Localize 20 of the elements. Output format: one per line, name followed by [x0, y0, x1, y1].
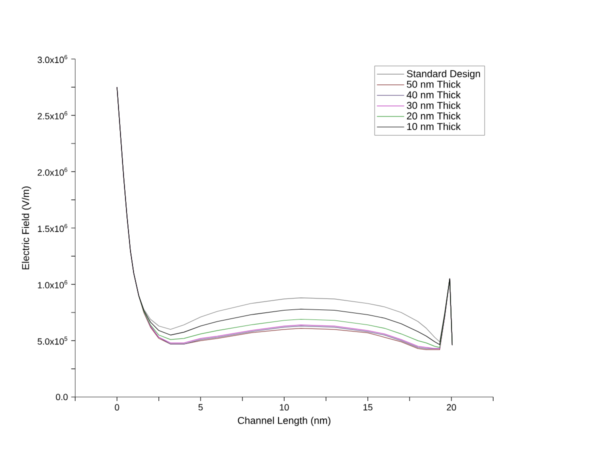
y-tick-label: 3.0x10$^{6}$ — [38, 54, 68, 64]
x-tick-label: 15 — [364, 404, 372, 410]
y-axis-title: Electric Field (V/m) — [22, 186, 32, 270]
legend-label: 50 nm Thick — [406, 80, 461, 88]
y-tick-label: 1.0x10$^{6}$ — [38, 280, 68, 288]
legend-label: 10 nm Thick — [407, 122, 461, 130]
legend-label: 30 nm Thick — [406, 102, 461, 109]
y-tick-label: 2.5x10$^{6}$ — [38, 111, 68, 120]
x-axis-title: Channel Length (nm) — [238, 416, 330, 426]
legend-label: 40 nm Thick — [406, 91, 461, 98]
x-tick-label: 5 — [198, 404, 203, 410]
legend-label: Standard Design — [406, 70, 480, 80]
y-tick-label: 5.0x10$^{5}$ — [38, 336, 68, 345]
x-tick-label: 20 — [446, 404, 456, 411]
x-tick-label: 10 — [280, 404, 289, 411]
x-tick-label: 0 — [114, 404, 120, 411]
legend-label: 20 nm Thick — [406, 112, 461, 120]
y-tick-label: 1.5x10$^{6}$ — [38, 224, 68, 232]
y-tick-label: 2.0x10$^{6}$ — [38, 168, 68, 176]
y-tick-label: 0.0 — [56, 394, 68, 400]
